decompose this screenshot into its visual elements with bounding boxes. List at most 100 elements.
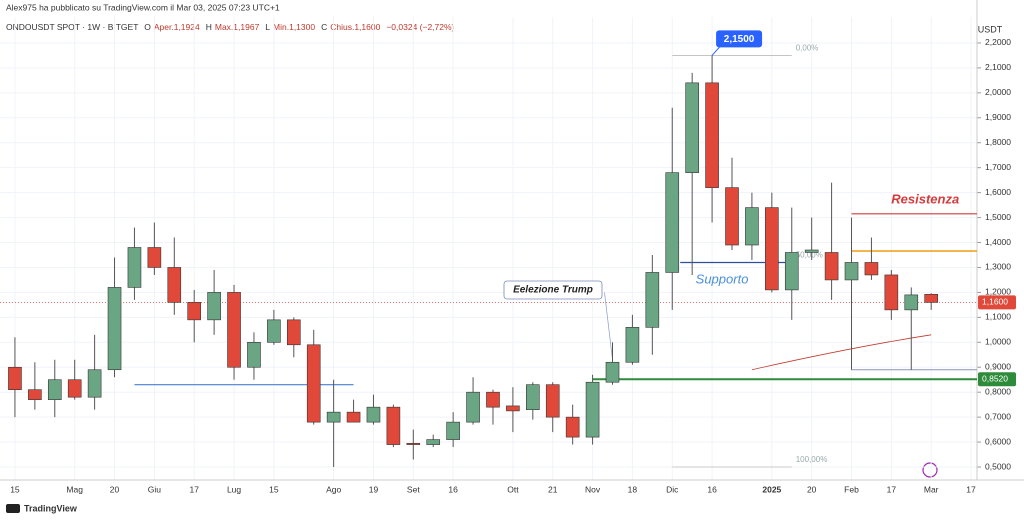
x-tick-label: 16 xyxy=(448,484,458,494)
x-tick-label: Giu xyxy=(148,484,162,494)
y-tick-label: 2,0000 xyxy=(985,87,1011,97)
candle-body xyxy=(207,292,221,321)
price-box-label: 1,1600 xyxy=(982,297,1008,307)
candle-body xyxy=(545,384,560,418)
candle-body xyxy=(506,405,520,412)
x-tick-label: 17 xyxy=(189,484,199,494)
y-tick-label: 1,7000 xyxy=(985,162,1011,172)
moving-average xyxy=(751,334,932,371)
candle-body xyxy=(685,82,699,173)
callout-box xyxy=(716,30,763,48)
candle-body xyxy=(824,252,839,281)
x-tick-label: Nov xyxy=(585,484,601,494)
y-tick-label: 0,7000 xyxy=(985,411,1011,421)
x-tick-label: 15 xyxy=(269,484,279,494)
y-tick-label: 0,8000 xyxy=(985,386,1011,396)
x-tick-label: 15 xyxy=(10,484,20,494)
candle-body xyxy=(366,406,381,423)
header-field: Min.1,1300 xyxy=(273,22,315,32)
x-tick-label: 17 xyxy=(966,484,976,494)
candle-body xyxy=(127,247,142,288)
candle-body xyxy=(306,344,321,423)
candle-body xyxy=(326,411,341,423)
candle-body xyxy=(924,294,938,303)
y-tick-label: 1,9000 xyxy=(985,112,1011,122)
candle-body xyxy=(87,369,102,398)
candle-body xyxy=(705,82,719,188)
annotation: Supporto xyxy=(696,271,749,286)
annotation-box xyxy=(503,280,603,300)
header-field: ONDOUSDT SPOT · 1W · BITGET xyxy=(6,22,138,32)
candle-body xyxy=(446,421,460,440)
candle-body xyxy=(784,252,799,291)
x-tick-label: Ott xyxy=(507,484,519,494)
header-field: Max.1,1967 xyxy=(215,22,260,32)
candle-body xyxy=(884,274,899,311)
x-tick-label: Lug xyxy=(227,484,241,494)
x-tick-label: 19 xyxy=(369,484,379,494)
y-tick-label: 0,5000 xyxy=(985,461,1011,471)
price-box xyxy=(978,295,1016,310)
x-tick-label: Ago xyxy=(326,484,341,494)
header-field: C xyxy=(321,22,327,32)
brand: TradingView xyxy=(24,503,78,513)
y-tick-label: 1,8000 xyxy=(985,137,1011,147)
x-tick-label: Set xyxy=(407,484,420,494)
candle-body xyxy=(286,319,301,346)
candle-body xyxy=(67,379,82,398)
symbol-info: ONDOUSDT SPOT · 1W · BITGET O Aper.1,1924 H… xyxy=(6,22,455,32)
y-tick-label: 0,6000 xyxy=(985,436,1011,446)
candle-body xyxy=(346,411,361,423)
candle-body xyxy=(167,267,182,303)
candle-body xyxy=(28,389,42,400)
price-box-label: 0,8520 xyxy=(982,373,1008,383)
header-field: O xyxy=(144,22,151,32)
y-tick-label: 1,2000 xyxy=(985,287,1011,297)
candle-body xyxy=(526,384,540,410)
y-tick-label: 2,1000 xyxy=(985,62,1011,72)
x-tick-label: Mag xyxy=(66,484,83,494)
x-tick-label: Mar xyxy=(924,484,939,494)
header-field: Chius.1,1600 xyxy=(330,22,380,32)
candle-body xyxy=(605,361,620,383)
header-field: L xyxy=(265,22,270,32)
y-tick-label: 1,5000 xyxy=(985,212,1011,222)
candle-body xyxy=(725,187,739,246)
x-tick-label: 2025 xyxy=(762,484,781,494)
candle-body xyxy=(406,443,421,445)
candle-body xyxy=(625,327,640,363)
y-tick-label: 1,4000 xyxy=(985,237,1011,247)
y-unit: USDT xyxy=(978,24,1003,34)
y-tick-label: 1,6000 xyxy=(985,187,1011,197)
candle-body xyxy=(247,341,261,368)
candle-body xyxy=(227,292,241,368)
connector xyxy=(604,292,613,360)
fib-label: 0,00% xyxy=(796,44,819,53)
candle-body xyxy=(8,366,22,390)
alert-icon xyxy=(922,462,938,478)
x-tick-label: 20 xyxy=(110,484,120,494)
candle-body xyxy=(765,207,779,291)
candle-body xyxy=(466,391,480,423)
candle-body xyxy=(864,262,879,276)
x-tick-label: Dic xyxy=(666,484,679,494)
y-tick-label: 1,1000 xyxy=(985,312,1011,322)
candle-body xyxy=(665,172,680,273)
x-tick-label: 21 xyxy=(548,484,558,494)
y-tick-label: 1,3000 xyxy=(985,262,1011,272)
price-box xyxy=(978,372,1016,387)
candle-body xyxy=(645,272,660,328)
published: Alex975 ha pubblicato su TradingView.com… xyxy=(6,2,280,12)
y-tick-label: 2,2000 xyxy=(985,37,1011,47)
header-field: H xyxy=(206,22,212,32)
candle-body xyxy=(585,381,600,438)
candle-body xyxy=(47,379,62,400)
x-tick-label: 16 xyxy=(707,484,717,494)
header-field: Aper.1,1924 xyxy=(154,22,200,32)
candle-body xyxy=(187,302,202,321)
candle-body xyxy=(745,207,759,246)
candle-body xyxy=(426,439,441,445)
peak-label: 2,1500 xyxy=(724,34,755,45)
x-tick-label: Feb xyxy=(844,484,859,494)
